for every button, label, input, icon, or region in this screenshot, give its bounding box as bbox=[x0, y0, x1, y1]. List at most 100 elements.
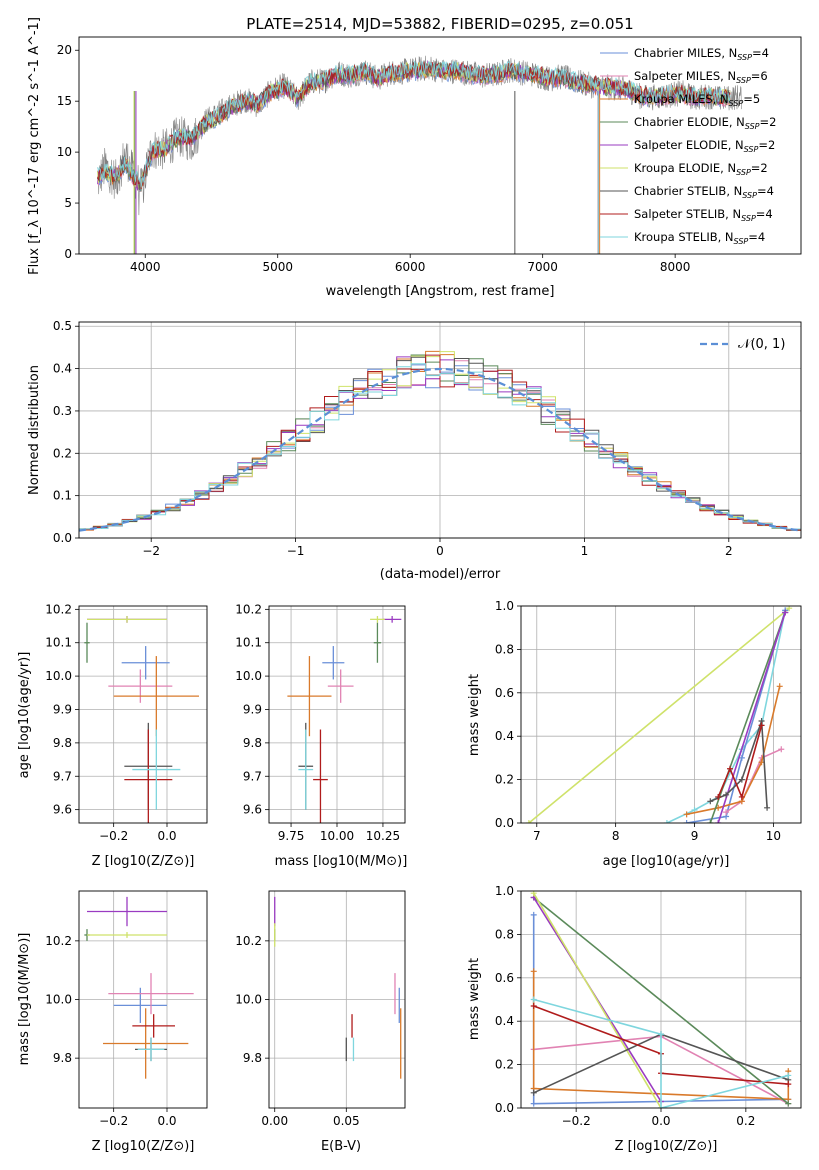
legend-entry-subscript: SSP bbox=[737, 53, 752, 62]
x-tick-label: 7 bbox=[533, 829, 541, 843]
legend-entry-text: Chabrier ELODIE, N bbox=[634, 115, 745, 129]
axes-frame bbox=[520, 890, 802, 1109]
y-tick-label: 10.2 bbox=[235, 602, 262, 616]
weight-line bbox=[666, 610, 786, 823]
mw-age-ylabel: mass weight bbox=[467, 674, 482, 756]
x-tick-label: 10.25 bbox=[366, 829, 400, 843]
legend-entry-tail: =4 bbox=[748, 230, 765, 244]
x-tick-label: 6000 bbox=[395, 260, 426, 274]
y-tick-label: 1.0 bbox=[495, 884, 514, 898]
errorbar-group bbox=[84, 616, 199, 823]
legend-entry-text: Salpeter STELIB, N bbox=[634, 207, 741, 221]
x-tick-label: −2 bbox=[142, 544, 160, 558]
legend-entry-text: Kroupa ELODIE, N bbox=[634, 161, 736, 175]
weight-marker bbox=[758, 722, 765, 729]
mw-z-ylabel: mass weight bbox=[467, 958, 482, 1040]
y-tick-label: 10.1 bbox=[45, 636, 72, 650]
residual-xlabel: (data-model)/error bbox=[380, 567, 501, 582]
y-tick-label: 9.8 bbox=[243, 1051, 262, 1065]
x-tick-label: 10 bbox=[766, 829, 781, 843]
model-spectrum-line bbox=[97, 59, 731, 188]
x-tick-label: −0.2 bbox=[99, 829, 128, 843]
axes-frame bbox=[268, 890, 406, 1109]
y-tick-label: 9.8 bbox=[53, 1051, 72, 1065]
y-tick-label: 10.2 bbox=[45, 602, 72, 616]
weight-marker bbox=[776, 683, 783, 690]
weight-line bbox=[533, 892, 662, 1108]
y-tick-label: 0.0 bbox=[495, 1101, 514, 1115]
y-tick-label: 9.7 bbox=[53, 769, 72, 783]
weight-marker bbox=[683, 820, 690, 823]
legend-entry: Kroupa ELODIE, NSSP=2 bbox=[634, 161, 768, 177]
y-tick-label: 0.6 bbox=[495, 971, 514, 985]
residual-histograms bbox=[79, 350, 801, 532]
x-tick-label: −1 bbox=[287, 544, 305, 558]
weight-marker bbox=[715, 820, 722, 823]
weight-marker bbox=[723, 791, 730, 798]
x-tick-label: 0 bbox=[436, 544, 444, 558]
legend-entry-text: Kroupa MILES, N bbox=[634, 92, 729, 106]
normal-curve bbox=[79, 367, 801, 532]
legend-entry-text: Kroupa STELIB, N bbox=[634, 230, 734, 244]
weight-line bbox=[717, 612, 786, 823]
weight-marker bbox=[658, 1031, 664, 1038]
spectrum-xlabel: wavelength [Angstrom, rest frame] bbox=[326, 284, 555, 299]
spectrum-ylabel: Flux [f_λ 10^-17 erg cm^-2 s^-1 A^-1] bbox=[27, 17, 42, 275]
legend-entry: Salpeter ELODIE, NSSP=2 bbox=[634, 138, 775, 154]
y-tick-label: 10.2 bbox=[45, 934, 72, 948]
y-tick-label: 10.1 bbox=[235, 636, 262, 650]
weight-line bbox=[725, 748, 782, 813]
y-tick-label: 0.2 bbox=[53, 446, 72, 460]
legend-entry-tail: =2 bbox=[760, 115, 777, 129]
x-tick-label: 9.75 bbox=[278, 829, 305, 843]
x-tick-label: 5000 bbox=[262, 260, 293, 274]
weight-marker bbox=[530, 1100, 537, 1107]
legend-entry: Chabrier STELIB, NSSP=4 bbox=[634, 184, 774, 200]
axes-frame bbox=[520, 605, 802, 824]
y-tick-label: 15 bbox=[57, 94, 72, 108]
y-tick-label: 0.0 bbox=[495, 816, 514, 830]
legend-entry-tail: =4 bbox=[752, 46, 769, 60]
x-tick-label: 10.00 bbox=[320, 829, 354, 843]
weight-marker bbox=[778, 746, 785, 753]
axes-frame bbox=[78, 890, 208, 1109]
axes-3: 9.75 10.00 10.25 9.6 9.7 9.8 9.9 10.0 10.1 10.2 bbox=[235, 602, 405, 843]
y-tick-label: 0.8 bbox=[495, 927, 514, 941]
weight-marker bbox=[525, 820, 532, 823]
y-tick-label: 0.0 bbox=[53, 531, 72, 545]
axes-frame bbox=[78, 321, 802, 539]
weight-line bbox=[717, 725, 763, 800]
spectrum-title: PLATE=2514, MJD=53882, FIBERID=0295, z=0… bbox=[246, 15, 633, 33]
x-tick-label: 1 bbox=[581, 544, 589, 558]
legend-entry-subscript: SSP bbox=[742, 191, 757, 200]
y-tick-label: 0.8 bbox=[495, 642, 514, 656]
weight-marker bbox=[727, 765, 734, 772]
y-tick-label: 0.4 bbox=[495, 729, 514, 743]
y-tick-label: 9.6 bbox=[243, 803, 262, 817]
x-tick-label: 0.05 bbox=[333, 1114, 360, 1128]
residual-ylabel: Normed distribution bbox=[27, 365, 42, 495]
legend-entry: Chabrier MILES, NSSP=4 bbox=[634, 46, 769, 62]
legend-entry-tail: =4 bbox=[756, 207, 773, 221]
y-tick-label: 0.2 bbox=[495, 1058, 514, 1072]
y-tick-label: 9.7 bbox=[243, 769, 262, 783]
mw-age-xlabel: age [log10(age/yr)] bbox=[603, 854, 730, 869]
legend-entry-subscript: SSP bbox=[734, 237, 749, 246]
weight-line bbox=[528, 607, 790, 823]
weight-marker bbox=[530, 911, 537, 918]
weight-line bbox=[533, 896, 789, 1105]
y-tick-label: 5 bbox=[64, 196, 72, 210]
y-tick-label: 10.0 bbox=[45, 993, 72, 1007]
errorbar-group bbox=[287, 616, 402, 823]
legend-entry-text: Salpeter ELODIE, N bbox=[634, 138, 744, 152]
errorbar-group bbox=[84, 896, 194, 1079]
weight-marker bbox=[707, 820, 714, 823]
weight-marker bbox=[764, 804, 771, 811]
mw-z-xlabel: Z [log10(Z/Z⊙)] bbox=[615, 1139, 718, 1154]
y-tick-label: 0.3 bbox=[53, 404, 72, 418]
y-tick-label: 0.5 bbox=[53, 319, 72, 333]
weight-lines bbox=[530, 891, 792, 1108]
weight-marker bbox=[782, 609, 789, 616]
